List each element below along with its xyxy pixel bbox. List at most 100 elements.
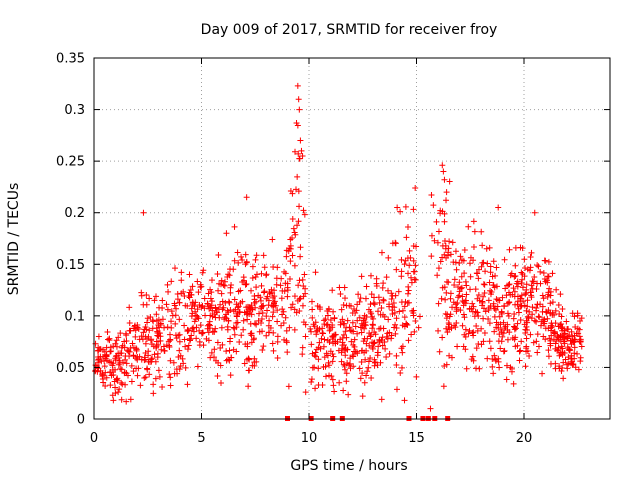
data-point [236, 339, 243, 346]
data-point [375, 343, 382, 350]
data-point [491, 352, 498, 359]
data-point [244, 316, 251, 323]
data-point [159, 316, 166, 323]
data-point [225, 356, 232, 363]
data-point [133, 347, 140, 354]
data-point [384, 335, 391, 342]
data-point [212, 305, 219, 312]
data-point [221, 316, 228, 323]
data-point [128, 362, 135, 369]
data-point [539, 303, 546, 310]
data-point [141, 354, 148, 361]
data-point [446, 178, 453, 185]
data-point [349, 319, 356, 326]
data-point [186, 294, 193, 301]
data-point [226, 347, 233, 354]
data-point [524, 266, 531, 273]
data-point [529, 304, 536, 311]
data-point [571, 350, 578, 357]
data-point [230, 308, 237, 315]
data-point [170, 359, 177, 366]
plot-frame [93, 57, 611, 420]
data-point [517, 244, 524, 251]
data-point [359, 393, 366, 400]
data-point [389, 240, 396, 247]
data-point [373, 275, 380, 282]
data-point [243, 258, 250, 265]
data-point [393, 266, 400, 273]
data-point [274, 333, 281, 340]
data-point [113, 343, 120, 350]
data-point [153, 325, 160, 332]
data-point [176, 299, 183, 306]
data-point [441, 176, 448, 183]
data-point [340, 361, 347, 368]
data-point [474, 327, 481, 334]
data-point [399, 349, 406, 356]
data-point [549, 309, 556, 316]
data-point [218, 290, 225, 297]
data-point [348, 338, 355, 345]
data-point [110, 397, 117, 404]
data-point [151, 351, 158, 358]
data-point [290, 225, 297, 232]
data-point [393, 315, 400, 322]
data-point [456, 279, 463, 286]
data-point [270, 329, 277, 336]
data-point [398, 268, 405, 275]
data-point [113, 376, 120, 383]
data-point [259, 303, 266, 310]
data-point [213, 309, 220, 316]
data-point [525, 314, 532, 321]
data-point [231, 223, 238, 230]
data-point [546, 285, 553, 292]
data-point [548, 320, 555, 327]
data-point [514, 342, 521, 349]
data-point [411, 268, 418, 275]
data-point [397, 208, 404, 215]
data-point [156, 304, 163, 311]
data-point [322, 373, 329, 380]
data-point [265, 302, 272, 309]
data-point [559, 325, 566, 332]
data-point [523, 335, 530, 342]
data-point [280, 320, 287, 327]
data-point [363, 314, 370, 321]
data-point [284, 284, 291, 291]
data-point [240, 274, 247, 281]
data-point [153, 311, 160, 318]
data-point [443, 361, 450, 368]
data-point [207, 286, 214, 293]
data-point [337, 321, 344, 328]
data-point [542, 336, 549, 343]
data-point [324, 337, 331, 344]
data-point [140, 301, 147, 308]
data-point [486, 279, 493, 286]
data-point [413, 373, 420, 380]
data-point [252, 273, 259, 280]
data-point [539, 370, 546, 377]
data-point [117, 330, 124, 337]
data-point [410, 307, 417, 314]
y-tick-label: 0.2 [64, 206, 85, 221]
data-point [486, 320, 493, 327]
data-point [249, 275, 256, 282]
data-point [457, 285, 464, 292]
data-point [510, 380, 517, 387]
data-point [330, 308, 337, 315]
data-point [446, 321, 453, 328]
data-point [157, 337, 164, 344]
data-point [273, 275, 280, 282]
data-point [508, 270, 515, 277]
data-point [173, 305, 180, 312]
data-point [471, 228, 478, 235]
data-point [486, 244, 493, 251]
data-point [200, 267, 207, 274]
data-point [354, 330, 361, 337]
data-point [376, 325, 383, 332]
data-point [175, 353, 182, 360]
data-point [153, 343, 160, 350]
data-point [198, 330, 205, 337]
data-point [435, 228, 442, 235]
data-point [478, 263, 485, 270]
